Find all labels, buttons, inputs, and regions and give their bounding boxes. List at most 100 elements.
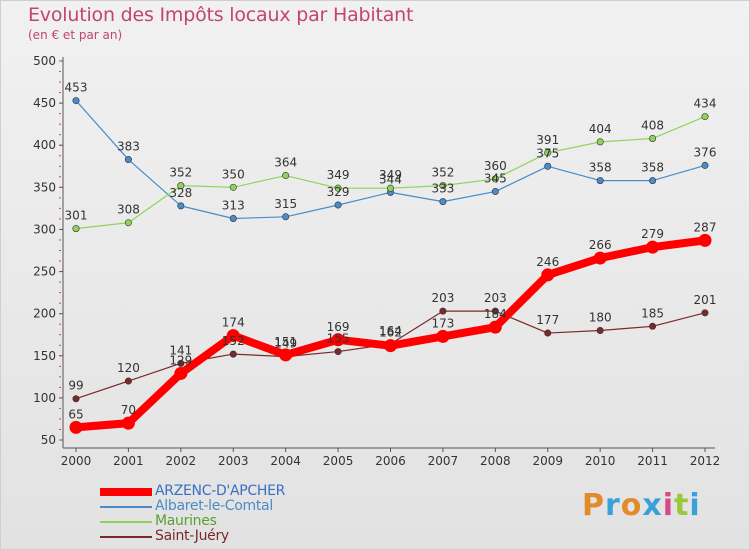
y-tick-label: 150 xyxy=(33,349,56,363)
data-point xyxy=(177,182,185,190)
data-point xyxy=(439,182,447,190)
data-label: 358 xyxy=(641,161,664,175)
data-label: 287 xyxy=(694,220,717,234)
data-label: 70 xyxy=(121,403,136,417)
data-point xyxy=(491,307,499,315)
data-point xyxy=(279,348,293,362)
legend-label: Maurines xyxy=(155,513,217,529)
x-tick-label: 2005 xyxy=(323,454,354,468)
data-point xyxy=(282,213,290,221)
data-label: 308 xyxy=(117,203,140,217)
logo-letter: i xyxy=(662,488,675,523)
data-label: 313 xyxy=(222,198,245,212)
data-label: 177 xyxy=(536,313,559,327)
data-point xyxy=(596,138,604,146)
data-label: 141 xyxy=(169,343,192,357)
series-line-1 xyxy=(75,99,706,220)
data-point xyxy=(72,395,80,403)
data-label: 203 xyxy=(484,291,507,305)
legend-swatch xyxy=(100,536,152,538)
data-label: 149 xyxy=(274,337,297,351)
data-label: 301 xyxy=(65,209,88,223)
x-tick-label: 2000 xyxy=(61,454,92,468)
data-label: 434 xyxy=(694,97,717,111)
y-tick-label: 450 xyxy=(33,96,56,110)
data-label: 99 xyxy=(68,379,83,393)
legend-label: Saint-Juéry xyxy=(155,528,229,544)
data-label: 203 xyxy=(431,291,454,305)
data-point xyxy=(177,202,185,210)
data-point xyxy=(701,113,709,121)
data-point xyxy=(124,219,132,227)
data-point xyxy=(124,156,132,164)
data-label: 349 xyxy=(379,168,402,182)
data-label: 408 xyxy=(641,118,664,132)
legend-swatch xyxy=(100,521,152,523)
data-point xyxy=(334,348,342,356)
data-point xyxy=(698,233,712,247)
legend-item: Albaret-le-Comtal xyxy=(100,498,360,514)
data-point xyxy=(541,268,555,282)
data-point xyxy=(701,309,709,317)
y-tick-label: 50 xyxy=(41,433,56,447)
data-label: 151 xyxy=(274,335,297,349)
x-tick-label: 2012 xyxy=(690,454,721,468)
logo-letter: o xyxy=(620,488,643,523)
data-label: 350 xyxy=(222,167,245,181)
data-label: 364 xyxy=(274,156,297,170)
y-tick-label: 100 xyxy=(33,391,56,405)
data-point xyxy=(596,177,604,185)
x-tick-label: 2008 xyxy=(480,454,511,468)
y-tick-label: 350 xyxy=(33,180,56,194)
data-point xyxy=(386,184,394,192)
data-point xyxy=(334,184,342,192)
data-point xyxy=(334,201,342,209)
data-label: 169 xyxy=(327,320,350,334)
data-label: 155 xyxy=(327,332,350,346)
legend-swatch xyxy=(100,488,152,496)
data-label: 162 xyxy=(379,326,402,340)
data-point xyxy=(544,149,552,157)
data-label: 120 xyxy=(117,361,140,375)
data-point xyxy=(177,359,185,367)
data-point xyxy=(593,251,607,265)
legend-item: Maurines xyxy=(100,513,360,529)
data-label: 185 xyxy=(641,306,664,320)
y-tick-label: 200 xyxy=(33,307,56,321)
x-tick-label: 2003 xyxy=(218,454,249,468)
data-label: 376 xyxy=(694,145,717,159)
legend-label: ARZENC-D'APCHER xyxy=(155,483,286,499)
data-label: 352 xyxy=(169,166,192,180)
data-point xyxy=(229,183,237,191)
x-tick-label: 2004 xyxy=(270,454,301,468)
legend-swatch xyxy=(100,506,152,508)
data-label: 152 xyxy=(222,334,245,348)
data-point xyxy=(436,329,450,343)
x-tick-label: 2002 xyxy=(166,454,197,468)
data-label: 383 xyxy=(117,140,140,154)
data-label: 453 xyxy=(65,81,88,95)
data-label: 184 xyxy=(484,307,507,321)
data-point xyxy=(649,322,657,330)
data-point xyxy=(229,214,237,222)
data-point xyxy=(226,329,240,343)
logo-letter: r xyxy=(605,488,621,523)
data-point xyxy=(646,240,660,254)
data-point xyxy=(488,320,502,334)
data-label: 328 xyxy=(169,186,192,200)
data-label: 345 xyxy=(484,172,507,186)
chart-subtitle: (en € et par an) xyxy=(28,28,123,42)
logo-letter: t xyxy=(674,488,690,523)
data-point xyxy=(491,175,499,183)
data-label: 349 xyxy=(327,168,350,182)
x-tick-label: 2010 xyxy=(585,454,616,468)
data-label: 358 xyxy=(589,161,612,175)
x-tick-label: 2006 xyxy=(375,454,406,468)
x-tick-label: 2011 xyxy=(637,454,668,468)
data-point xyxy=(701,161,709,169)
data-point xyxy=(491,188,499,196)
data-point xyxy=(331,333,345,347)
y-tick-label: 300 xyxy=(33,222,56,236)
logo-letter: P xyxy=(582,488,605,523)
